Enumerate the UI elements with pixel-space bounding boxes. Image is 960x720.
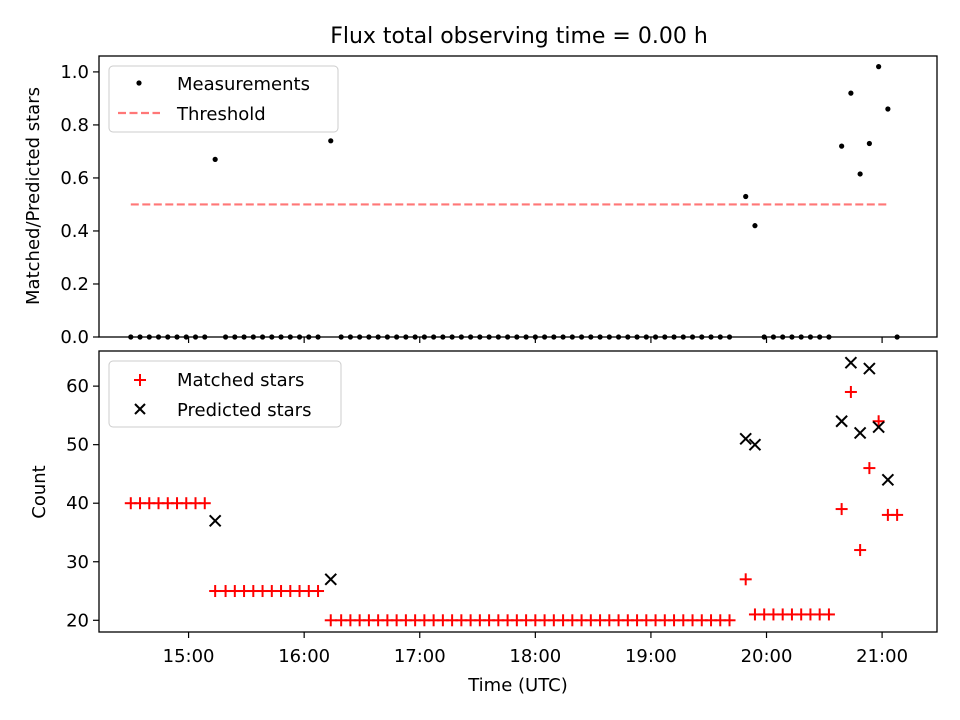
bottom-y-tick-label: 60 [66,376,89,397]
matched-stars-point [723,614,736,627]
top-y-tick-label: 0.4 [60,221,89,242]
top-y-tick-label: 0.8 [60,115,89,136]
matched-stars-point [312,585,325,598]
measurements-point [839,143,845,149]
x-tick-label: 21:00 [856,646,908,667]
bottom-y-axis-label: Count [29,465,50,518]
matched-stars-point [863,462,876,475]
predicted-stars-point [881,473,895,486]
predicted-stars-point [853,426,867,440]
measurements-point [743,193,749,200]
predicted-stars-point [863,362,876,375]
predicted-stars-point [872,420,885,434]
bottom-panel: 20 30 40 50 60 15:00 16:00 17:00 18:00 19:00 20:0… [29,350,938,696]
top-legend: Measurements Threshold [108,65,339,133]
legend-measurements-marker [136,80,142,86]
predicted-stars-point [208,514,222,527]
top-panel: 0.0 0.2 0.4 0.6 0.8 1.0 Matched/Predicted sta… [23,55,938,348]
measurements-point [212,156,218,162]
bottom-y-tick-label: 20 [66,610,89,631]
top-legend-box [108,65,339,133]
legend-measurements-label: Measurements [177,74,310,95]
predicted-stars-point [844,356,858,369]
top-y-axis-label: Matched/Predicted stars [23,87,44,305]
top-y-tick-label: 1.0 [60,62,89,83]
measurements-point [752,223,758,229]
x-axis-label: Time (UTC) [467,675,568,696]
matched-stars-point [739,573,752,586]
predicted-stars-point [739,432,752,446]
bottom-x-ticks: 15:00 16:00 17:00 18:00 19:00 20:00 21:00 [163,632,908,667]
bottom-y-ticks: 20 30 40 50 60 [66,376,99,631]
predicted-stars-point [324,573,337,586]
matched-stars-point [324,614,337,627]
legend-predicted-stars-marker [134,403,146,415]
matched-stars-point [209,585,222,598]
legend-predicted-stars-label: Predicted stars [177,400,311,421]
top-y-ticks: 0.0 0.2 0.4 0.6 0.8 1.0 [60,62,99,348]
bottom-y-tick-label: 30 [66,552,89,573]
top-y-tick-label: 0.6 [60,168,89,189]
x-tick-label: 19:00 [625,646,677,667]
measurements-point [328,138,334,144]
bottom-marks [124,356,904,627]
matched-stars-point [844,385,857,398]
top-y-tick-label: 0.2 [60,274,89,295]
bottom-y-tick-label: 40 [66,493,89,514]
matched-stars-point [891,508,904,521]
top-axes-frame [98,55,938,338]
measurements-point [857,171,863,177]
top-x-ticks [187,337,883,343]
bottom-axes-frame [98,350,938,633]
matched-stars-point [872,415,885,428]
bottom-legend-box [108,360,342,428]
measurements-point [848,90,854,96]
measurements-point [876,64,882,70]
legend-matched-stars-marker [134,374,146,386]
matched-stars-point [854,544,867,557]
bottom-y-tick-label: 50 [66,435,89,456]
measurements-point [885,106,891,112]
x-tick-label: 17:00 [394,646,446,667]
matched-stars-point [198,497,211,510]
top-y-tick-label: 0.0 [60,327,89,348]
x-tick-label: 16:00 [278,646,330,667]
matched-stars-point [822,608,835,621]
legend-matched-stars-label: Matched stars [177,370,304,391]
x-tick-label: 15:00 [163,646,215,667]
chart-title: Flux total observing time = 0.00 h [330,24,708,49]
predicted-stars-point [748,438,762,451]
matched-stars-point [835,503,848,516]
measurements-point [866,140,872,147]
legend-threshold-label: Threshold [176,104,266,125]
bottom-legend: Matched stars Predicted stars [108,360,342,428]
predicted-stars-point [835,415,848,428]
x-tick-label: 18:00 [509,646,561,667]
x-tick-label: 20:00 [741,646,793,667]
